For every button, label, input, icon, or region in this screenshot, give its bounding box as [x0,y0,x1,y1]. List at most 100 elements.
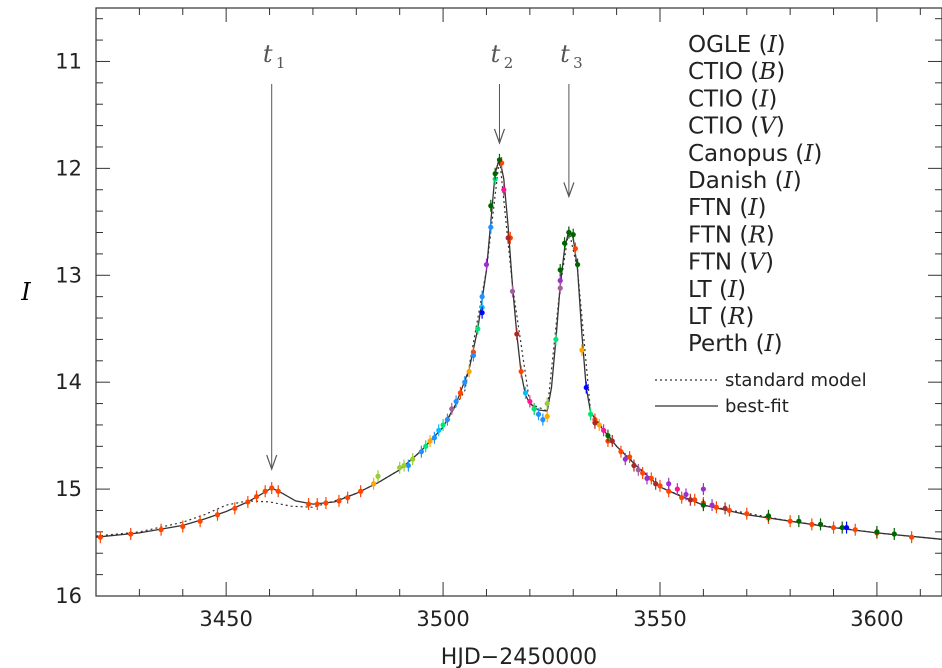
data-point [444,417,451,423]
y-axis-label: I [20,278,31,306]
legend-instrument: Canopus ( [688,141,804,167]
x-tick-label: 3500 [416,607,469,631]
data-point [501,187,507,193]
data-point [488,224,494,230]
y-tick-label: 11 [55,49,82,73]
annotation-label: t [263,40,273,68]
legend-instrument: OGLE ( [688,32,768,58]
legend-entry: FTN (V) [688,250,774,276]
legend: OGLE (I)CTIO (B)CTIO (I)CTIO (V)Canopus … [655,32,867,417]
data-point [666,488,672,494]
data-point [852,527,858,533]
data-point [262,488,268,494]
data-point [557,285,563,291]
legend-band: R [747,222,765,248]
data-point [531,406,537,412]
data-point [579,347,585,353]
legend-band: R [727,304,745,330]
legend-band: I [803,141,814,167]
data-point [197,518,203,524]
legend-paren: ) [776,114,785,140]
legend-paren: ) [737,277,746,303]
data-point [527,398,533,405]
data-point [466,368,472,375]
data-point [839,524,845,531]
legend-paren: ) [777,32,786,58]
annotation-subscript: 3 [573,54,583,72]
y-tick-label: 12 [55,156,82,180]
data-point [609,438,615,444]
data-point [427,438,433,444]
data-point [601,427,607,433]
legend-instrument: FTN ( [688,195,748,221]
legend-paren: ) [793,168,802,194]
arrowhead [266,454,278,471]
data-point [644,475,650,481]
legend-paren: ) [766,222,775,248]
data-point [475,326,481,332]
data-point [245,499,251,505]
x-tick-label: 3450 [199,607,252,631]
data-point [553,336,559,343]
legend-instrument: LT ( [688,277,728,303]
data-point [592,420,598,426]
data-point [640,470,646,476]
annotation-subscript: 2 [504,54,514,72]
data-point [453,398,459,405]
data-point [544,400,550,407]
legend-band: B [758,59,776,85]
data-point [796,518,802,524]
data-point [397,465,403,471]
y-tick-label: 15 [55,477,82,501]
data-points [97,153,915,544]
legend-entry: Canopus (I) [688,141,822,167]
data-point [375,473,381,479]
legend-instrument: CTIO ( [688,59,759,85]
data-point [457,390,464,396]
data-point [535,411,542,417]
data-point [232,505,238,511]
data-point [700,486,706,492]
data-point [572,245,579,252]
data-point [587,411,594,417]
data-point [583,384,589,391]
data-point [648,475,654,481]
data-point [401,462,407,469]
data-point [874,529,880,535]
data-point [128,531,134,537]
legend-entry: Danish (I) [688,168,802,194]
legend-entry: FTN (R) [688,222,775,248]
data-point [679,495,685,501]
legend-instrument: LT ( [688,304,728,330]
data-point [687,497,693,503]
data-point [817,521,824,527]
data-point [909,534,915,540]
legend-paren: ) [745,304,754,330]
legend-entry: CTIO (I) [688,86,777,112]
legend-paren: ) [776,59,785,85]
x-axis-label: HJD−2450000 [441,645,597,668]
data-point [657,483,663,489]
legend-instrument: Danish ( [688,168,784,194]
data-point [479,294,485,300]
data-point [214,512,221,518]
legend-paren: ) [765,250,774,276]
data-point [470,352,477,359]
plot-frame [95,7,942,597]
data-point [540,417,546,423]
data-point [436,427,442,433]
data-point [627,454,633,460]
data-point [891,531,897,537]
data-point [843,524,850,531]
data-point [492,171,498,177]
data-point [596,422,602,428]
data-point [605,433,611,439]
data-point [496,157,503,163]
data-point [269,485,275,491]
data-point [692,497,698,503]
y-tick-label: 14 [55,370,82,394]
data-point [557,267,563,273]
legend-instrument: FTN ( [688,222,748,248]
